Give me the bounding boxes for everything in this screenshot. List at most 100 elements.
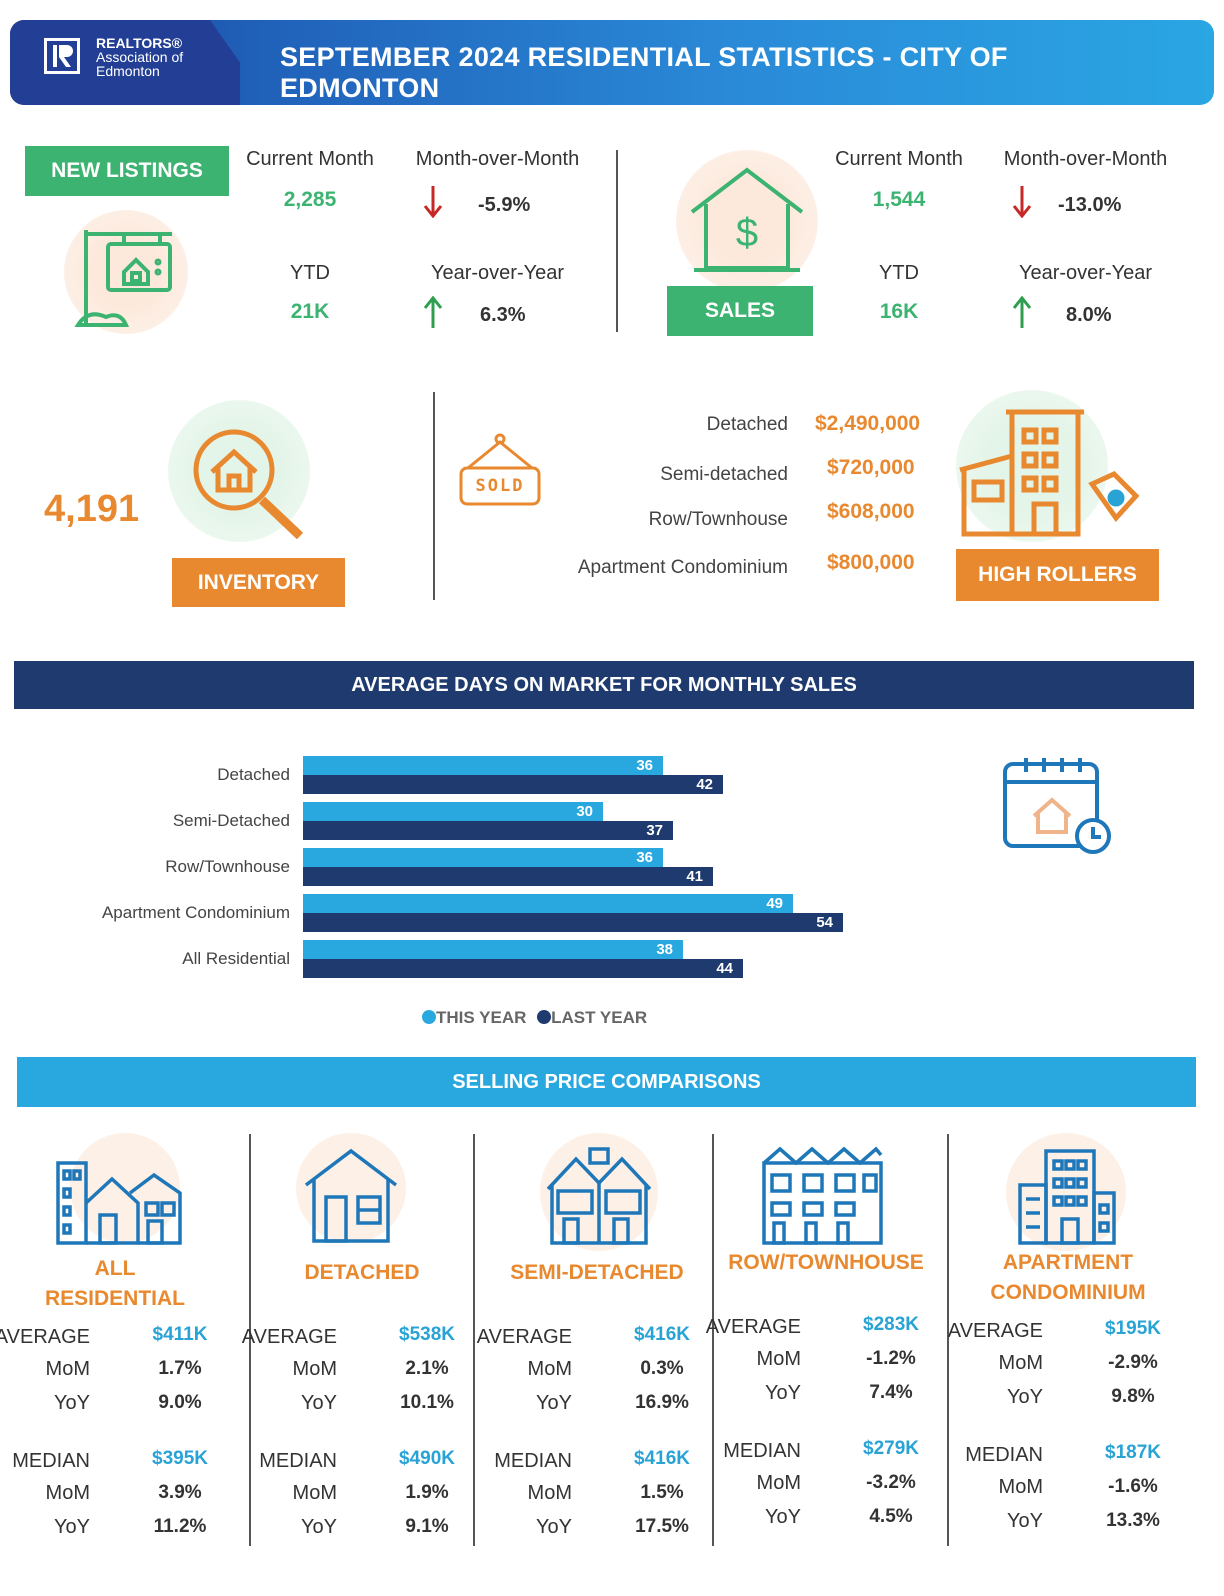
building-price-tag-icon <box>956 390 1140 542</box>
average-label: AVERAGE <box>705 1316 801 1338</box>
average-label: AVERAGE <box>0 1326 90 1348</box>
nl-ytd-value: 21K <box>290 300 330 323</box>
hr-value-row: $608,000 <box>827 500 915 523</box>
yoy-label: YoY <box>54 1392 90 1414</box>
logo-text: REALTORS® Association of Edmonton <box>96 36 183 78</box>
mom-label: MoM <box>45 1482 90 1504</box>
arrow-up-icon <box>423 295 443 335</box>
bar-category-label: Apartment Condominium <box>101 903 290 922</box>
inventory-badge: INVENTORY <box>172 558 345 607</box>
average-yoy-value: 10.1% <box>400 1392 454 1413</box>
median-label: MEDIAN <box>723 1440 801 1462</box>
average-price: $411K <box>152 1324 208 1345</box>
median-label: MEDIAN <box>259 1450 337 1472</box>
bar-category-label: Row/Townhouse <box>165 857 290 876</box>
median-yoy-value: 17.5% <box>635 1516 689 1537</box>
header-banner: REALTORS® Association of Edmonton SEPTEM… <box>10 20 1214 105</box>
median-price: $490K <box>399 1448 455 1469</box>
column-title-line-2: CONDOMINIUM <box>990 1281 1146 1304</box>
yoy-label: YoY <box>536 1516 572 1538</box>
logo-line-2: Association of <box>96 49 184 65</box>
sales-current-month-value: 1,544 <box>872 188 926 211</box>
bar-category-label: Detached <box>217 765 290 784</box>
new-listings-badge: NEW LISTINGS <box>25 146 229 196</box>
nl-mom-value: -5.9% <box>478 194 531 216</box>
bar-data-label: 37 <box>646 822 663 839</box>
nl-yoy-value: 6.3% <box>480 304 526 326</box>
mom-label: MoM <box>292 1358 337 1380</box>
price-section-title: SELLING PRICE COMPARISONS <box>17 1057 1196 1107</box>
bar-last-year: 42 <box>303 775 723 794</box>
row-townhouse-icon <box>760 1133 885 1251</box>
mom-label: MoM <box>998 1476 1043 1498</box>
page-title: SEPTEMBER 2024 RESIDENTIAL STATISTICS - … <box>280 42 1008 103</box>
inventory-value: 4,191 <box>44 488 140 530</box>
legend-this-year-swatch <box>422 1010 436 1024</box>
average-yoy-value: 9.0% <box>158 1392 202 1413</box>
median-yoy-value: 13.3% <box>1106 1510 1160 1531</box>
sold-sign-icon: SOLD <box>458 432 542 508</box>
semi-detached-icon <box>540 1133 658 1251</box>
average-mom-value: -2.9% <box>1108 1352 1158 1373</box>
divider <box>473 1134 475 1546</box>
sales-mom-label: Month-over-Month <box>1003 148 1168 170</box>
bar-data-label: 30 <box>576 803 593 820</box>
average-yoy-value: 16.9% <box>635 1392 689 1413</box>
average-mom-value: 2.1% <box>405 1358 449 1379</box>
calendar-house-icon <box>1000 752 1115 860</box>
column-title: ROW/TOWNHOUSE <box>728 1251 924 1274</box>
bar-data-label: 36 <box>636 757 653 774</box>
bar-this-year: 30 <box>303 802 603 821</box>
column-title: DETACHED <box>304 1261 420 1284</box>
header-logo-panel <box>10 20 240 105</box>
sold-sign-text: SOLD <box>475 476 525 496</box>
yoy-label: YoY <box>1007 1510 1043 1532</box>
column-title: APARTMENT <box>1002 1251 1134 1274</box>
bar-data-label: 44 <box>716 960 733 977</box>
detached-house-icon <box>296 1133 406 1243</box>
dom-section-title: AVERAGE DAYS ON MARKET FOR MONTHLY SALES <box>14 661 1194 709</box>
high-rollers-badge: HIGH ROLLERS <box>956 549 1159 601</box>
logo-line-3: Edmonton <box>96 63 160 79</box>
realtor-logo-icon <box>44 38 80 74</box>
hr-label-row: Row/Townhouse <box>648 509 788 530</box>
yoy-label: YoY <box>765 1506 801 1528</box>
average-price: $416K <box>634 1324 690 1345</box>
median-price: $395K <box>152 1448 208 1469</box>
sales-badge: SALES <box>667 286 813 336</box>
column-title: ALL <box>94 1257 136 1280</box>
sales-yoy-value: 8.0% <box>1066 304 1112 326</box>
legend-last-year: LAST YEAR <box>551 1008 648 1027</box>
mom-label: MoM <box>527 1482 572 1504</box>
dom-legend: THIS YEAR LAST YEAR <box>422 1008 647 1028</box>
bar-last-year: 37 <box>303 821 673 840</box>
yoy-label: YoY <box>536 1392 572 1414</box>
bar-last-year: 54 <box>303 913 843 932</box>
mom-label: MoM <box>527 1358 572 1380</box>
bar-data-label: 38 <box>656 941 673 958</box>
all-residential-icon <box>56 1133 182 1245</box>
mom-label: MoM <box>45 1358 90 1380</box>
divider <box>433 392 435 600</box>
average-label: AVERAGE <box>947 1320 1043 1342</box>
average-price: $283K <box>863 1314 919 1335</box>
yoy-label: YoY <box>301 1516 337 1538</box>
bar-data-label: 41 <box>686 868 703 885</box>
mom-label: MoM <box>998 1352 1043 1374</box>
column-title: SEMI-DETACHED <box>510 1261 684 1284</box>
dom-bar-chart: Detached 36 42 Semi-Detached 30 37 Row/Townhou… <box>0 740 980 990</box>
median-label: MEDIAN <box>494 1450 572 1472</box>
apartment-building-icon <box>1006 1133 1126 1251</box>
average-price: $195K <box>1105 1318 1161 1339</box>
bar-this-year: 36 <box>303 848 663 867</box>
average-label: AVERAGE <box>241 1326 337 1348</box>
divider <box>712 1134 714 1546</box>
median-yoy-value: 9.1% <box>405 1516 449 1537</box>
bar-category-label: Semi-Detached <box>172 811 290 830</box>
median-mom-value: 1.5% <box>640 1482 684 1503</box>
nl-current-month-value: 2,285 <box>283 188 337 211</box>
arrow-down-icon <box>1012 184 1032 223</box>
nl-current-month-label: Current Month <box>246 148 374 170</box>
yoy-label: YoY <box>1007 1386 1043 1408</box>
bar-this-year: 38 <box>303 940 683 959</box>
